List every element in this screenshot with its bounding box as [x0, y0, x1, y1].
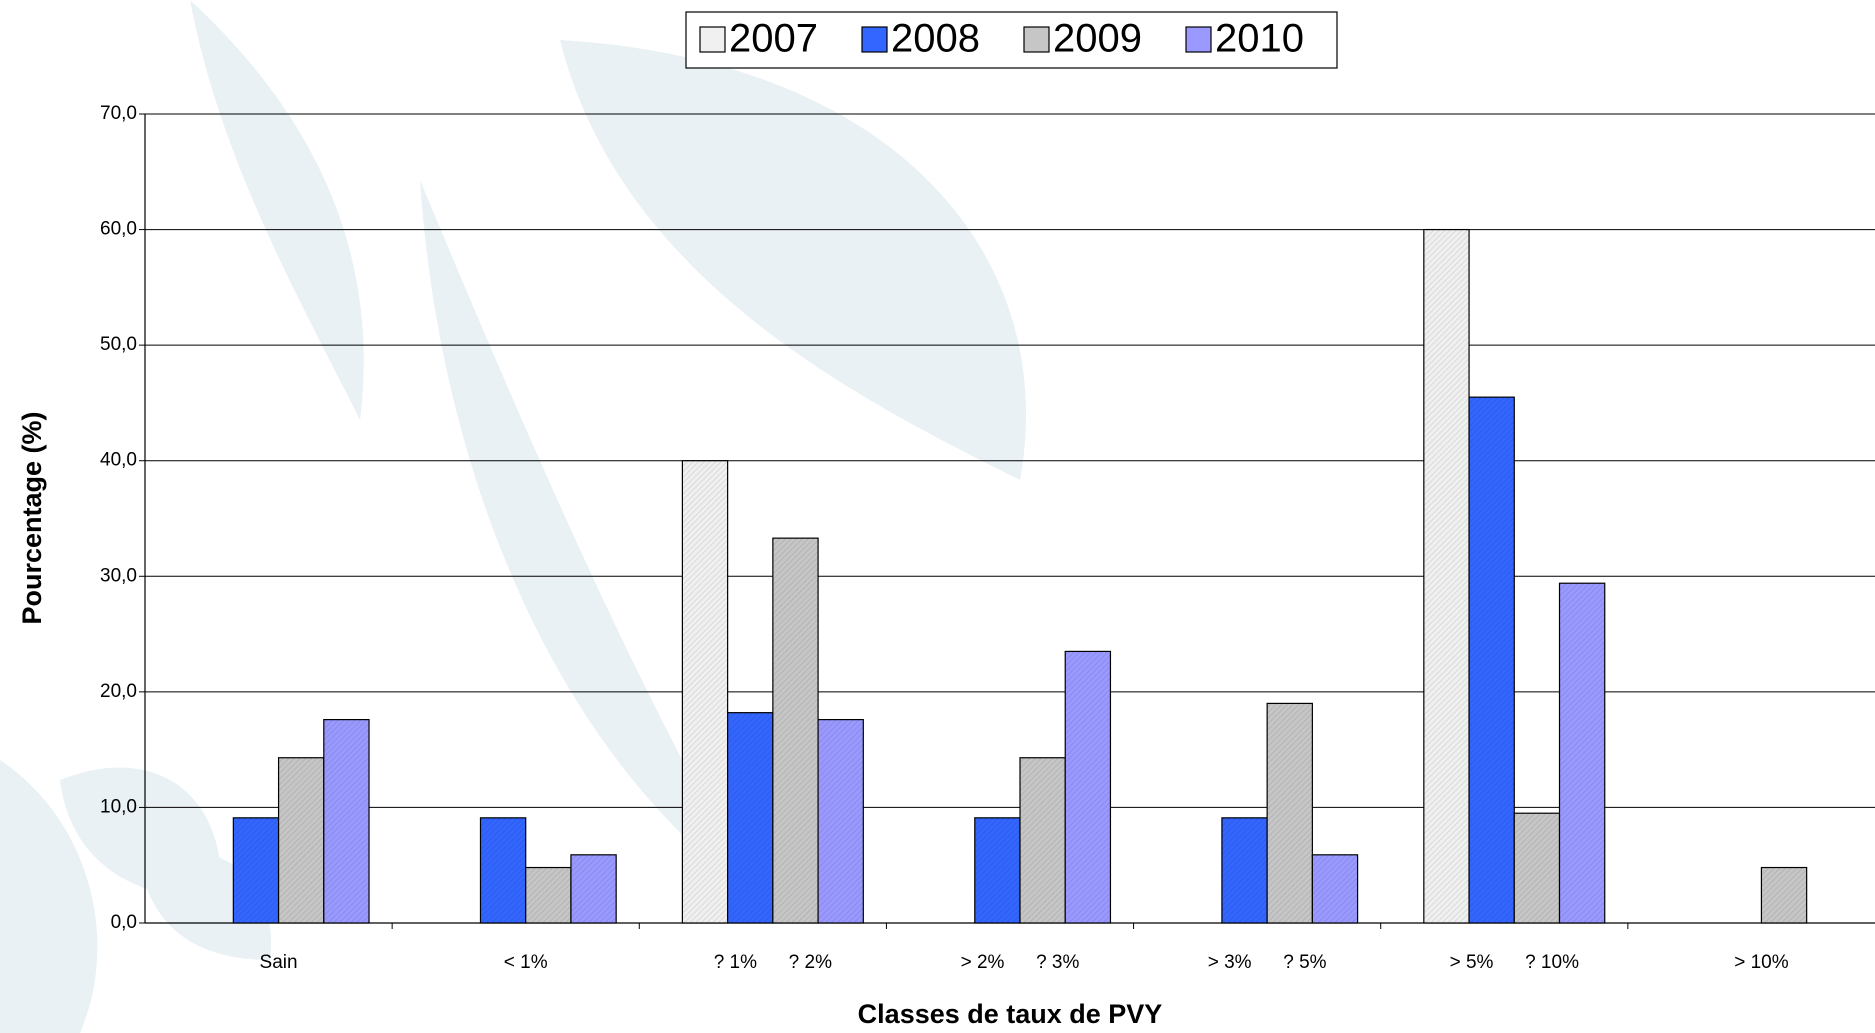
- bar: [480, 818, 525, 923]
- y-tick-label: 30,0: [100, 565, 137, 586]
- x-tick-label: > 10%: [1734, 952, 1789, 973]
- x-tick-label: > 5% ? 10%: [1450, 952, 1579, 973]
- x-tick-label: < 1%: [504, 952, 548, 973]
- legend-swatch: [1024, 27, 1049, 52]
- bar: [279, 758, 324, 923]
- bar: [818, 720, 863, 923]
- x-tick-label: Sain: [260, 952, 298, 973]
- legend-swatch: [862, 27, 887, 52]
- legend-label: 2007: [729, 17, 818, 61]
- bar: [1065, 651, 1110, 923]
- bar: [1267, 703, 1312, 923]
- y-tick-label: 70,0: [100, 103, 137, 124]
- bar: [728, 713, 773, 923]
- y-tick-label: 40,0: [100, 450, 137, 471]
- bar: [233, 818, 278, 923]
- y-tick-label: 60,0: [100, 219, 137, 240]
- bar: [1469, 397, 1514, 923]
- legend-swatch: [1186, 27, 1211, 52]
- bar: [682, 461, 727, 923]
- y-tick-label: 20,0: [100, 681, 137, 702]
- bar: [571, 855, 616, 923]
- x-tick-label: > 3% ? 5%: [1208, 952, 1327, 973]
- y-tick-label: 50,0: [100, 334, 137, 355]
- bar: [1560, 583, 1605, 923]
- legend-label: 2009: [1053, 17, 1142, 61]
- bar: [1222, 818, 1267, 923]
- bar: [1312, 855, 1357, 923]
- bar: [1424, 230, 1469, 923]
- x-tick-label: > 2% ? 3%: [961, 952, 1080, 973]
- legend-label: 2010: [1215, 17, 1304, 61]
- bar: [526, 868, 571, 923]
- x-tick-label: ? 1% ? 2%: [714, 952, 832, 973]
- x-axis-title: Classes de taux de PVY: [858, 999, 1163, 1029]
- chart: Pourcentage (%) Classes de taux de PVY 2…: [0, 0, 1875, 1033]
- legend-swatch: [700, 27, 725, 52]
- bar: [1514, 813, 1559, 923]
- y-tick-label: 0,0: [111, 912, 137, 933]
- plot-area: 0,0 10,0 20,0 30,0 40,0 50,0 60,0 70,0 Sain < 1%?…: [100, 103, 1875, 973]
- y-axis-title: Pourcentage (%): [17, 411, 47, 624]
- bar: [1020, 758, 1065, 923]
- bar: [773, 538, 818, 923]
- legend-label: 2008: [891, 17, 980, 61]
- bar: [1761, 868, 1806, 923]
- bar: [324, 720, 369, 923]
- y-tick-label: 10,0: [100, 796, 137, 817]
- bar: [975, 818, 1020, 923]
